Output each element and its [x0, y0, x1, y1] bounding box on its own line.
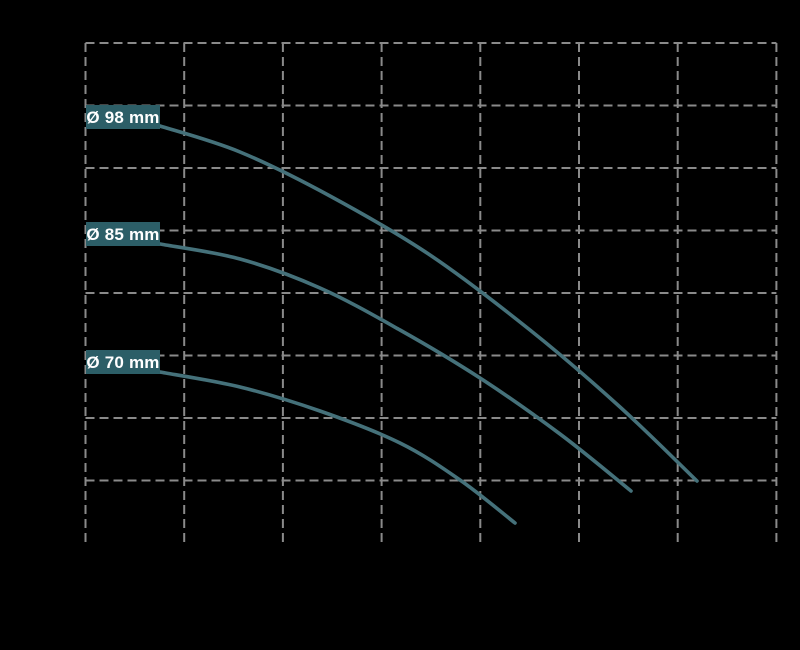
series-label-text: Ø 70 mm: [86, 353, 159, 372]
series-label-text: Ø 85 mm: [86, 225, 159, 244]
series-label-box: [86, 222, 160, 246]
series-label-text: Ø 98 mm: [86, 108, 159, 127]
gridlines: [84, 42, 778, 543]
series-label-70mm: Ø 70 mm: [86, 350, 160, 374]
series-label-85mm: Ø 85 mm: [86, 222, 160, 246]
series-label-box: [86, 350, 160, 374]
curve-98mm: [158, 124, 699, 483]
series-label-box: [86, 105, 160, 129]
curve-85mm: [158, 242, 633, 493]
curve-70mm: [158, 370, 517, 525]
series-label-98mm: Ø 98 mm: [86, 105, 160, 129]
